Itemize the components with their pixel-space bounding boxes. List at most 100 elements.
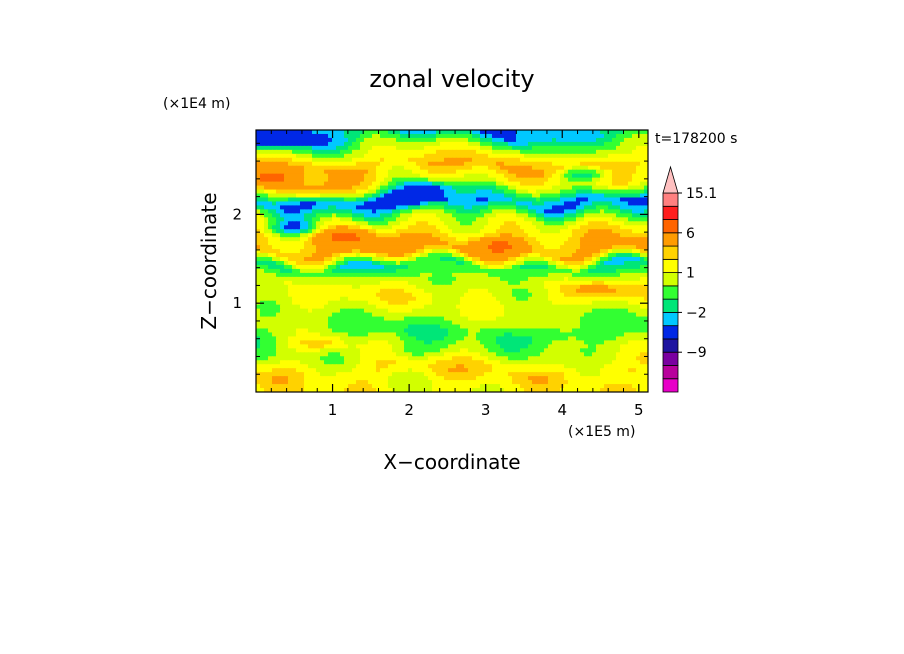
field-cell [516,268,521,274]
field-cell [408,316,413,322]
field-cell [508,264,513,270]
field-cell [584,137,589,143]
field-cell [424,153,429,159]
field-cell [352,261,357,266]
field-cell [280,165,285,171]
field-cell [420,169,425,175]
field-cell [496,205,501,210]
field-cell [288,328,293,334]
field-cell [508,169,513,175]
field-cell [468,201,473,207]
field-cell [524,205,529,210]
field-cell [548,257,553,262]
field-cell [456,296,461,302]
field-cell [416,249,421,254]
field-cell [364,130,369,135]
field-cell [640,272,645,278]
field-cell [544,284,549,290]
field-cell [276,145,281,151]
field-cell [340,264,345,270]
field-cell [452,157,457,163]
field-cell [436,157,441,163]
field-cell [272,169,277,175]
field-cell [472,316,477,322]
field-cell [448,181,453,187]
field-cell [368,268,373,274]
field-cell [420,300,425,306]
field-cell [484,225,489,230]
field-cell [460,292,465,298]
field-cell [612,213,617,218]
field-cell [548,324,553,330]
field-cell [600,245,605,250]
field-cell [256,157,261,163]
field-cell [324,165,329,171]
field-cell [592,213,597,218]
field-cell [276,257,281,262]
field-cell [492,257,497,262]
field-cell [580,225,585,230]
field-cell [480,169,485,175]
field-cell [400,237,405,242]
field-cell [324,284,329,290]
field-cell [632,193,637,199]
field-cell [532,241,537,246]
field-cell [364,225,369,230]
field-cell [432,264,437,270]
field-cell [476,304,481,310]
field-cell [320,288,325,294]
field-cell [424,173,429,179]
field-cell [612,177,617,183]
field-cell [396,149,401,155]
field-cell [580,197,585,203]
field-cell [580,264,585,270]
field-cell [400,304,405,310]
field-cell [600,173,605,179]
field-cell [272,261,277,266]
field-cell [600,253,605,258]
field-cell [488,213,493,218]
field-cell [388,137,393,143]
field-cell [420,264,425,270]
field-cell [376,181,381,187]
field-cell [504,249,509,254]
field-cell [532,165,537,171]
field-cell [304,312,309,318]
field-cell [336,241,341,246]
field-cell [564,300,569,306]
field-cell [284,280,289,286]
field-cell [516,153,521,159]
field-cell [288,153,293,159]
field-cell [556,153,561,159]
field-cell [260,189,265,195]
field-cell [508,324,513,330]
field-cell [460,133,465,139]
field-cell [408,264,413,270]
field-cell [308,237,313,242]
field-cell [432,245,437,250]
field-cell [404,201,409,207]
field-cell [564,217,569,222]
field-cell [336,225,341,230]
field-cell [488,197,493,203]
field-cell [360,221,365,226]
field-cell [404,229,409,234]
field-cell [308,233,313,238]
field-cell [384,213,389,218]
field-cell [280,197,285,203]
field-cell [540,169,545,175]
field-cell [592,308,597,314]
field-cell [280,169,285,175]
field-cell [576,304,581,310]
field-cell [560,149,565,155]
field-cell [644,237,648,242]
field-cell [268,272,273,278]
field-cell [640,245,645,250]
field-cell [352,264,357,270]
field-cell [420,241,425,246]
field-cell [588,205,593,210]
field-cell [500,225,505,230]
field-cell [280,229,285,234]
field-cell [388,229,393,234]
field-cell [488,233,493,238]
